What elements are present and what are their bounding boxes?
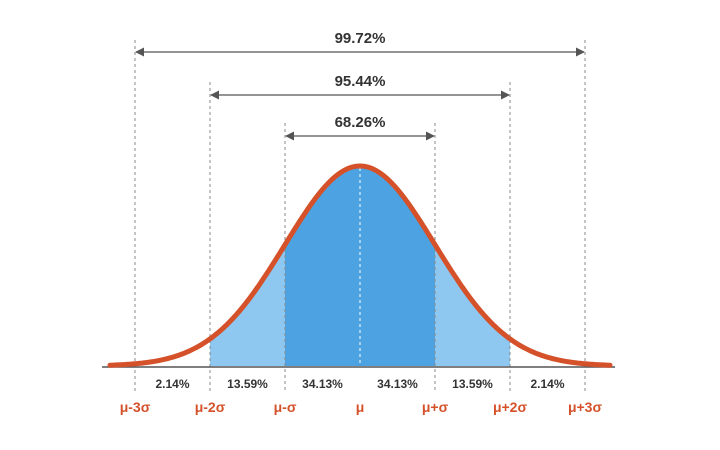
sigma-tick-label: μ+2σ: [493, 399, 528, 415]
segment-labels: 2.14% 13.59% 34.13% 34.13% 13.59% 2.14%: [155, 377, 564, 391]
sigma-tick-label: μ-3σ: [120, 399, 151, 415]
range-percent-label: 68.26%: [335, 114, 386, 131]
sigma-tick-label: μ: [356, 399, 365, 415]
sigma-tick-label: μ-2σ: [195, 399, 226, 415]
curve-layer: [107, 163, 613, 368]
range-percent-label: 99.72%: [335, 30, 386, 47]
range-arrows: 99.72% 95.44% 68.26%: [135, 30, 585, 141]
sigma-tick-label: μ+3σ: [568, 399, 603, 415]
sigma-tick-label: μ+σ: [422, 399, 449, 415]
bell-curve: [107, 163, 613, 368]
segment-percent-label: 13.59%: [227, 377, 268, 391]
sigma-tick-labels: μ-3σ μ-2σ μ-σ μ μ+σ μ+2σ μ+3σ: [120, 399, 603, 415]
sigma-tick-label: μ-σ: [274, 399, 297, 415]
segment-percent-label: 13.59%: [452, 377, 493, 391]
segment-percent-label: 34.13%: [302, 377, 343, 391]
segment-percent-label: 2.14%: [530, 377, 564, 391]
range-percent-label: 95.44%: [335, 73, 386, 90]
segment-percent-label: 2.14%: [155, 377, 189, 391]
segment-percent-label: 34.13%: [377, 377, 418, 391]
